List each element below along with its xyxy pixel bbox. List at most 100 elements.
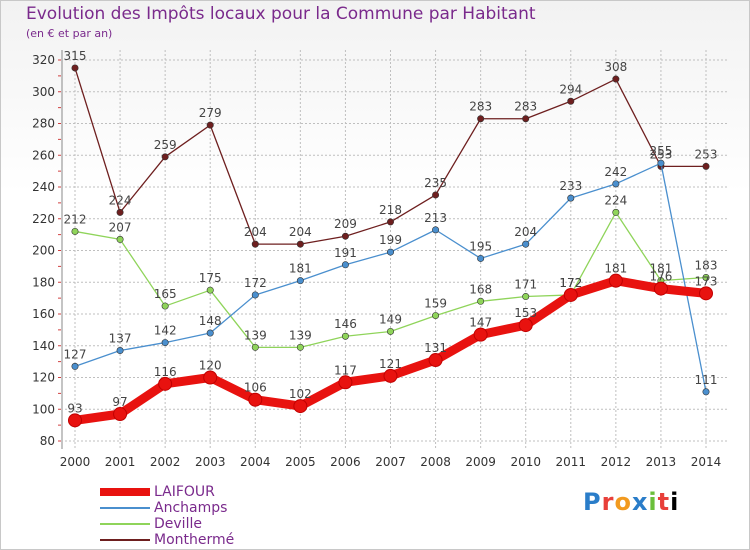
data-point-montherme [206, 121, 214, 129]
data-point-laifour [203, 370, 218, 385]
data-point-laifour [248, 392, 263, 407]
data-point-laifour [158, 376, 173, 391]
data-label-montherme: 279 [199, 106, 222, 120]
y-tick-label: 180 [32, 275, 55, 289]
data-label-anchamps: 255 [649, 144, 672, 158]
data-point-montherme [477, 115, 485, 123]
legend-swatch-laifour [100, 488, 150, 496]
data-label-anchamps: 181 [289, 262, 312, 276]
y-tick-label: 280 [32, 117, 55, 131]
data-point-montherme [116, 208, 124, 216]
x-tick-label: 2008 [420, 455, 451, 469]
data-label-deville: 212 [64, 212, 87, 226]
data-point-deville [522, 293, 530, 301]
data-label-montherme: 294 [559, 82, 582, 96]
data-label-montherme: 204 [244, 225, 267, 239]
data-label-deville: 172 [559, 276, 582, 290]
data-label-anchamps: 148 [199, 314, 222, 328]
data-label-laifour: 147 [469, 316, 492, 330]
data-label-anchamps: 172 [244, 276, 267, 290]
data-point-laifour [699, 286, 713, 301]
data-label-laifour: 120 [199, 359, 222, 373]
data-point-deville [612, 208, 620, 216]
data-label-laifour: 116 [154, 365, 177, 379]
legend-label-deville: Deville [154, 516, 202, 532]
data-point-laifour [563, 287, 578, 302]
data-label-laifour: 172 [559, 276, 582, 290]
data-label-laifour: 117 [334, 363, 357, 377]
chart-title: Evolution des Impôts locaux pour la Comm… [26, 4, 536, 24]
legend-swatch-anchamps [100, 507, 150, 509]
data-label-laifour: 102 [289, 387, 312, 401]
data-label-montherme: 253 [695, 147, 718, 161]
y-tick-label: 260 [32, 148, 55, 162]
x-tick-label: 2001 [105, 455, 136, 469]
data-label-laifour: 153 [514, 306, 537, 320]
data-label-deville: 168 [469, 282, 492, 296]
data-label-deville: 149 [379, 312, 402, 326]
x-tick-label: 2000 [60, 455, 91, 469]
data-point-deville [702, 273, 710, 281]
data-label-deville: 183 [695, 258, 718, 272]
data-point-montherme [432, 191, 440, 199]
x-tick-label: 2002 [150, 455, 181, 469]
data-point-montherme [522, 115, 530, 123]
data-label-deville: 139 [289, 328, 312, 342]
data-label-anchamps: 199 [379, 233, 402, 247]
data-label-laifour: 176 [649, 270, 672, 284]
data-label-montherme: 253 [649, 147, 672, 161]
data-label-anchamps: 195 [469, 239, 492, 253]
data-label-anchamps: 233 [559, 179, 582, 193]
data-label-deville: 224 [604, 193, 627, 207]
y-tick-label: 120 [32, 371, 55, 385]
data-point-montherme [612, 75, 620, 83]
y-tick-label: 240 [32, 180, 55, 194]
data-point-anchamps [612, 180, 620, 188]
data-point-deville [206, 286, 214, 294]
data-point-laifour [113, 407, 128, 422]
data-point-laifour [473, 327, 488, 342]
data-label-laifour: 181 [604, 262, 627, 276]
data-label-deville: 165 [154, 287, 177, 301]
data-point-laifour [68, 413, 82, 428]
data-point-anchamps [522, 240, 530, 248]
data-label-laifour: 93 [67, 401, 82, 415]
x-tick-label: 2012 [601, 455, 632, 469]
data-point-anchamps [296, 277, 304, 285]
legend-label-montherme: Monthermé [154, 532, 235, 548]
data-label-anchamps: 142 [154, 324, 177, 338]
x-tick-label: 2005 [285, 455, 316, 469]
data-point-montherme [161, 153, 169, 161]
data-label-deville: 171 [514, 278, 537, 292]
data-label-laifour: 121 [379, 357, 402, 371]
data-label-montherme: 283 [469, 100, 492, 114]
data-point-deville [161, 302, 169, 310]
data-label-deville: 181 [649, 262, 672, 276]
data-label-laifour: 173 [695, 274, 718, 288]
data-point-laifour [518, 318, 533, 333]
data-point-anchamps [567, 194, 575, 202]
data-label-anchamps: 204 [514, 225, 537, 239]
data-label-deville: 175 [199, 271, 222, 285]
data-label-montherme: 224 [109, 193, 132, 207]
data-label-deville: 146 [334, 317, 357, 331]
data-label-deville: 139 [244, 328, 267, 342]
data-label-montherme: 315 [64, 49, 87, 63]
x-tick-label: 2014 [691, 455, 722, 469]
data-label-montherme: 283 [514, 100, 537, 114]
y-tick-label: 300 [32, 85, 55, 99]
y-tick-label: 80 [40, 434, 55, 448]
y-tick-label: 200 [32, 244, 55, 258]
data-point-montherme [296, 240, 304, 248]
y-tick-label: 160 [32, 307, 55, 321]
data-point-deville [386, 327, 394, 335]
legend-swatch-montherme [100, 539, 150, 541]
data-point-montherme [702, 162, 710, 170]
data-point-deville [341, 332, 349, 340]
x-tick-label: 2004 [240, 455, 271, 469]
data-label-anchamps: 111 [695, 373, 718, 387]
data-point-anchamps [71, 362, 79, 370]
data-point-anchamps [206, 329, 214, 337]
data-point-laifour [293, 399, 308, 414]
